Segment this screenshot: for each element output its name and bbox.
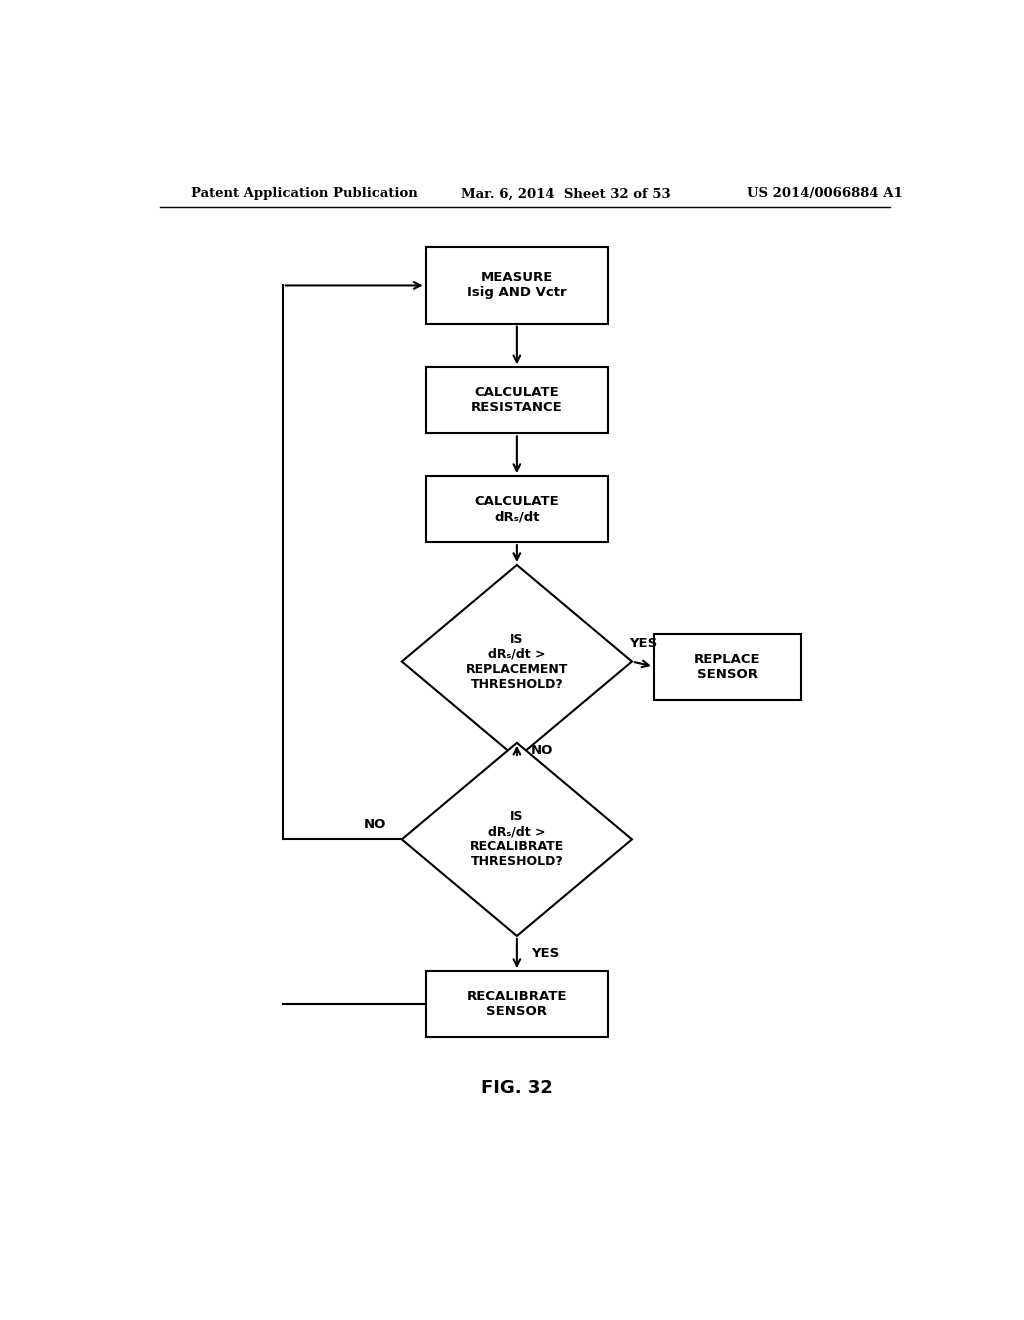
Text: CALCULATE
RESISTANCE: CALCULATE RESISTANCE [471,387,563,414]
Text: Patent Application Publication: Patent Application Publication [191,187,418,201]
Text: RECALIBRATE
SENSOR: RECALIBRATE SENSOR [467,990,567,1018]
Text: IS
dRₛ/dt >
RECALIBRATE
THRESHOLD?: IS dRₛ/dt > RECALIBRATE THRESHOLD? [470,810,564,869]
Bar [426,477,608,543]
Polygon shape [401,565,632,758]
Text: MEASURE
Isig AND Vctr: MEASURE Isig AND Vctr [467,272,566,300]
Text: YES: YES [531,946,559,960]
Text: YES: YES [629,636,657,649]
Text: IS
dRₛ/dt >
REPLACEMENT
THRESHOLD?: IS dRₛ/dt > REPLACEMENT THRESHOLD? [466,632,568,690]
Text: REPLACE
SENSOR: REPLACE SENSOR [694,652,761,681]
Text: US 2014/0066884 A1: US 2014/0066884 A1 [748,187,903,201]
Text: NO: NO [364,817,386,830]
Polygon shape [401,743,632,936]
Text: NO: NO [531,744,554,756]
Bar [426,247,608,323]
Text: Mar. 6, 2014  Sheet 32 of 53: Mar. 6, 2014 Sheet 32 of 53 [461,187,671,201]
Bar [653,634,801,700]
Bar [426,367,608,433]
Text: FIG. 32: FIG. 32 [481,1080,553,1097]
Bar [426,972,608,1038]
Text: CALCULATE
dRₛ/dt: CALCULATE dRₛ/dt [474,495,559,523]
